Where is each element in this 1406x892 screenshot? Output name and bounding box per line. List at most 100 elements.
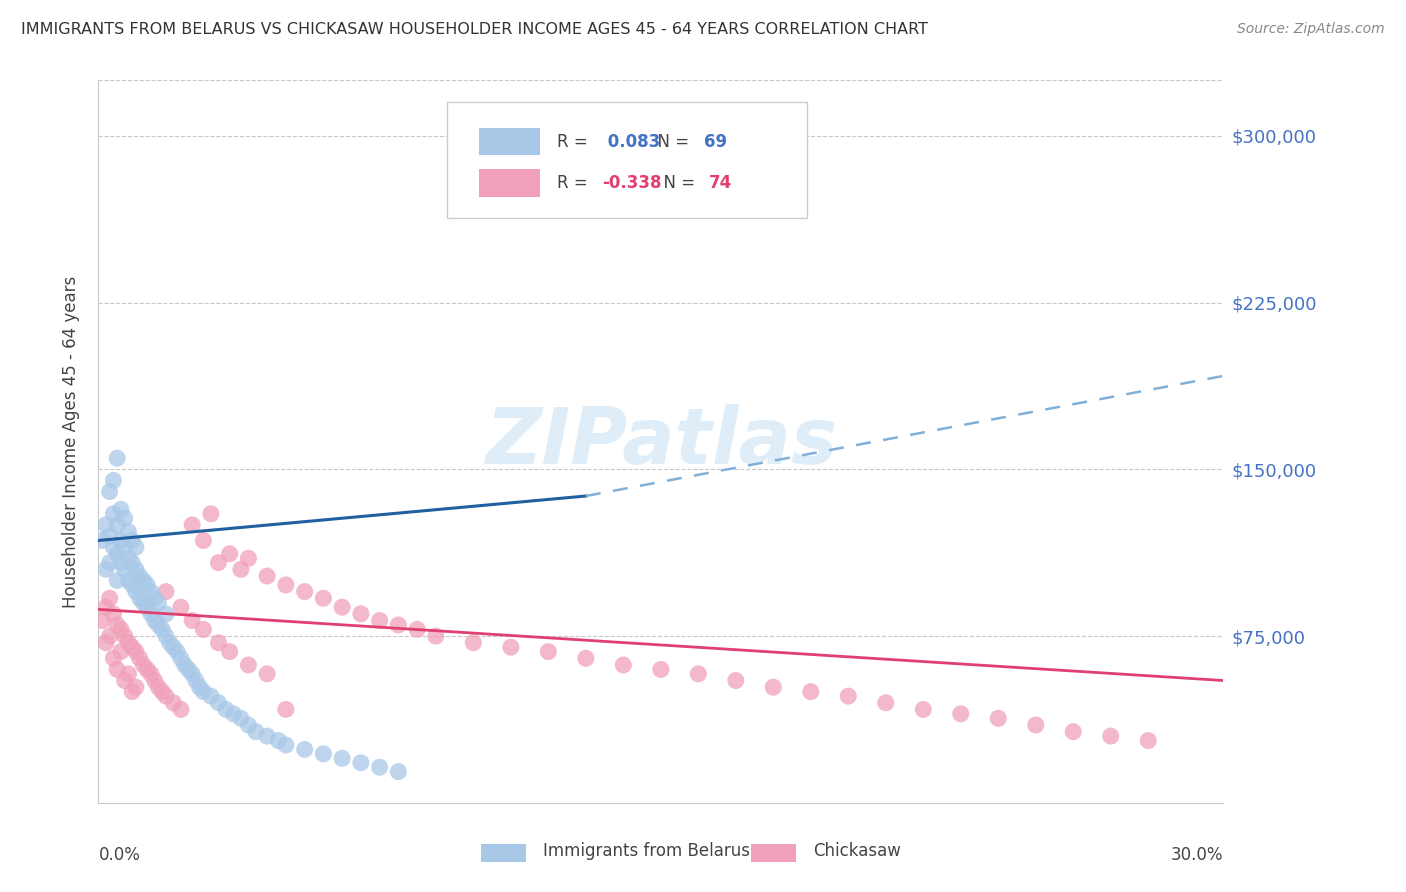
Point [105, 574, 128, 588]
Point [143, 614, 166, 628]
FancyBboxPatch shape [478, 128, 540, 155]
Point [215, 702, 238, 716]
Point [136, 662, 159, 676]
Point [136, 578, 159, 592]
Point [110, 556, 132, 570]
Point [139, 666, 162, 681]
Point [132, 574, 155, 588]
Point [121, 684, 143, 698]
Text: Immigrants from Belarus: Immigrants from Belarus [543, 842, 749, 860]
Point [139, 584, 162, 599]
Point [181, 517, 204, 532]
Point [312, 747, 335, 761]
Point [330, 751, 353, 765]
Text: N =: N = [647, 133, 695, 151]
Text: R =: R = [557, 174, 593, 192]
Point [368, 760, 391, 774]
Point [125, 680, 148, 694]
Point [274, 578, 297, 592]
Text: ZIPatlas: ZIPatlas [485, 403, 837, 480]
Point [125, 584, 148, 599]
Point [274, 702, 297, 716]
Point [162, 696, 184, 710]
Point [177, 662, 200, 676]
Point [117, 524, 139, 539]
FancyBboxPatch shape [447, 102, 807, 218]
Point [837, 689, 859, 703]
Point [207, 696, 229, 710]
Point [94, 562, 117, 576]
Point [125, 562, 148, 576]
Text: 0.0%: 0.0% [98, 847, 141, 864]
Point [222, 706, 245, 721]
Point [245, 724, 267, 739]
Point [612, 657, 634, 672]
Point [294, 584, 316, 599]
Point [148, 596, 170, 610]
FancyBboxPatch shape [478, 169, 540, 196]
Point [724, 673, 747, 688]
Point [207, 636, 229, 650]
Point [125, 540, 148, 554]
Point [94, 517, 117, 532]
Text: 0.083: 0.083 [602, 133, 661, 151]
Point [184, 673, 207, 688]
Point [155, 629, 177, 643]
Point [98, 556, 121, 570]
Point [148, 618, 170, 632]
Text: 30.0%: 30.0% [1171, 847, 1223, 864]
Point [238, 718, 260, 732]
Point [121, 578, 143, 592]
Point [218, 547, 240, 561]
Point [98, 529, 121, 543]
Point [125, 645, 148, 659]
Text: R =: R = [557, 133, 593, 151]
Point [117, 666, 139, 681]
Point [136, 600, 159, 615]
Point [1062, 724, 1084, 739]
Point [650, 662, 672, 676]
Point [267, 733, 290, 747]
Point [143, 591, 166, 606]
Point [110, 533, 132, 548]
Point [207, 556, 229, 570]
Point [103, 474, 125, 488]
Point [132, 657, 155, 672]
Point [170, 600, 193, 615]
Point [94, 636, 117, 650]
Point [98, 629, 121, 643]
Point [155, 689, 177, 703]
Point [181, 614, 204, 628]
Text: Chickasaw: Chickasaw [813, 842, 901, 860]
Point [762, 680, 785, 694]
Point [387, 764, 409, 779]
Point [537, 645, 560, 659]
Point [181, 666, 204, 681]
Point [128, 651, 150, 665]
Point [193, 684, 215, 698]
Point [949, 706, 972, 721]
Point [105, 618, 128, 632]
Point [800, 684, 823, 698]
Point [688, 666, 710, 681]
Text: Source: ZipAtlas.com: Source: ZipAtlas.com [1237, 22, 1385, 37]
Point [91, 533, 114, 548]
Point [256, 569, 278, 583]
Point [105, 662, 128, 676]
Point [875, 696, 897, 710]
Point [103, 607, 125, 621]
Point [110, 502, 132, 516]
Point [155, 584, 177, 599]
Point [350, 607, 373, 621]
Point [110, 645, 132, 659]
FancyBboxPatch shape [481, 845, 526, 863]
Point [132, 596, 155, 610]
Point [229, 562, 252, 576]
Point [312, 591, 335, 606]
Point [368, 614, 391, 628]
Point [256, 729, 278, 743]
Point [229, 711, 252, 725]
Point [188, 680, 211, 694]
Point [173, 657, 195, 672]
Point [114, 673, 136, 688]
